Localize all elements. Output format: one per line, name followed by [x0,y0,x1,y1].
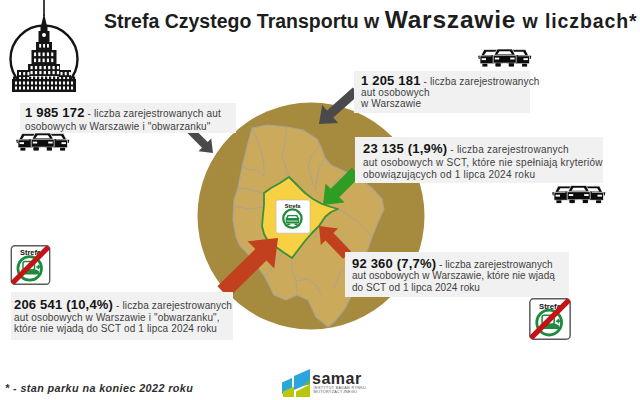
svg-text:Strefa: Strefa [285,203,301,209]
